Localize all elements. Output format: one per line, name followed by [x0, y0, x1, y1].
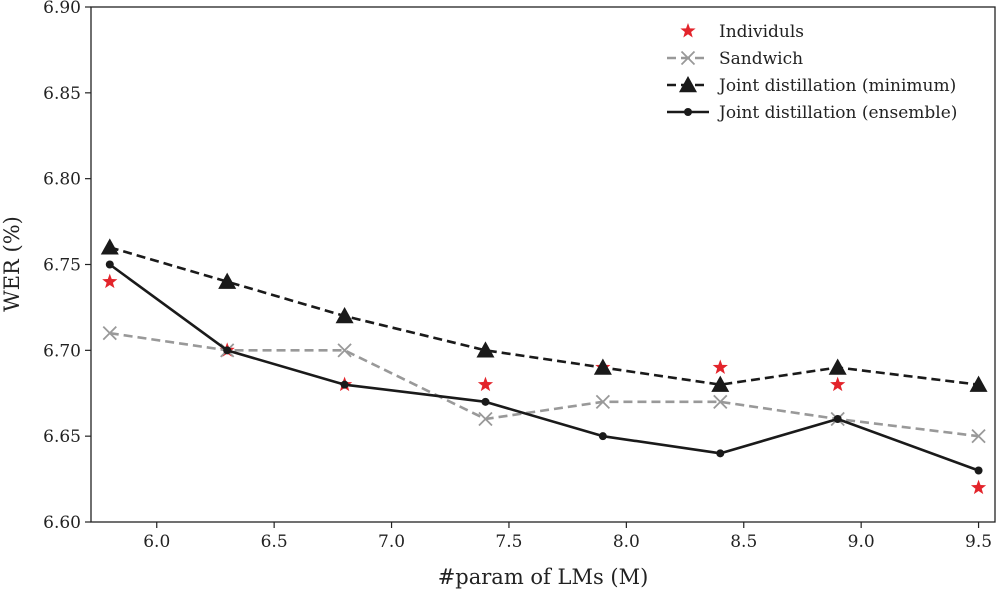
data-point: [971, 429, 986, 444]
data-point: [340, 380, 349, 389]
data-point: [969, 375, 988, 392]
data-point: [595, 394, 611, 409]
legend-entry: Sandwich: [667, 49, 803, 69]
legend: Individuls Sandwich Joint distillation (mi…: [667, 22, 957, 123]
legend-label: Joint distillation (ensemble): [717, 103, 957, 123]
data-point: [828, 358, 847, 375]
data-point: [833, 415, 842, 423]
series-2: [100, 238, 988, 392]
data-point: [100, 238, 119, 255]
data-point: [337, 343, 352, 358]
x-tick-label: 9.0: [848, 532, 875, 552]
legend-label: Individuls: [719, 22, 804, 42]
y-tick-label: 6.75: [43, 256, 81, 276]
x-tick-label: 7.0: [378, 532, 405, 552]
data-point: [105, 260, 114, 269]
data-point: [478, 411, 493, 427]
series-line: [109, 331, 979, 438]
data-point: [598, 432, 607, 441]
legend-marker: [684, 108, 692, 116]
data-point: [716, 449, 725, 458]
x-tick-label: 8.5: [730, 532, 757, 552]
x-tick-label: 9.5: [965, 532, 992, 552]
data-point: [713, 394, 728, 409]
x-tick-label: 6.0: [143, 532, 170, 552]
series-line: [109, 246, 979, 386]
data-point: [218, 272, 237, 289]
data-point: [481, 397, 490, 406]
data-point: [477, 376, 494, 392]
data-point: [830, 376, 846, 392]
y-tick-label: 6.80: [43, 170, 81, 190]
plot-frame: [90, 6, 996, 523]
legend-marker: [679, 76, 697, 93]
y-tick-label: 6.65: [43, 427, 81, 447]
data-point: [711, 375, 730, 392]
legend-entry: Joint distillation (minimum): [667, 76, 956, 96]
y-tick-label: 6.70: [43, 341, 81, 361]
data-point: [970, 479, 987, 495]
data-point: [335, 307, 354, 324]
legend-entry: Joint distillation (ensemble): [667, 103, 957, 123]
x-tick-label: 8.0: [613, 532, 640, 552]
x-tick-label: 6.5: [261, 532, 288, 552]
series-layer: [100, 238, 988, 495]
data-point: [476, 341, 495, 358]
legend-marker: [680, 50, 696, 66]
series-3: [105, 260, 983, 475]
data-point: [974, 466, 983, 475]
y-tick-label: 6.60: [43, 513, 81, 533]
data-point: [102, 326, 117, 341]
data-point: [593, 358, 612, 375]
legend-entry: Individuls: [680, 22, 804, 42]
legend-label: Joint distillation (minimum): [717, 76, 956, 96]
x-axis-label: #param of LMs (M): [438, 565, 649, 589]
x-tick-label: 7.5: [495, 532, 522, 552]
data-point: [223, 346, 232, 355]
y-tick-label: 6.85: [43, 84, 81, 104]
series-line: [109, 263, 980, 472]
data-point: [712, 359, 728, 374]
y-axis-label: WER (%): [0, 216, 24, 312]
legend-label: Sandwich: [719, 49, 803, 69]
series-0: [102, 273, 987, 495]
legend-marker: [680, 23, 696, 38]
data-point: [102, 273, 118, 289]
axis-ticks: 6.0 6.5 7.0 7.5 8.0 8.5 9.0 9.5 6.60 6.65 6.70 6.75…: [43, 0, 992, 552]
y-tick-label: 6.90: [43, 0, 81, 18]
